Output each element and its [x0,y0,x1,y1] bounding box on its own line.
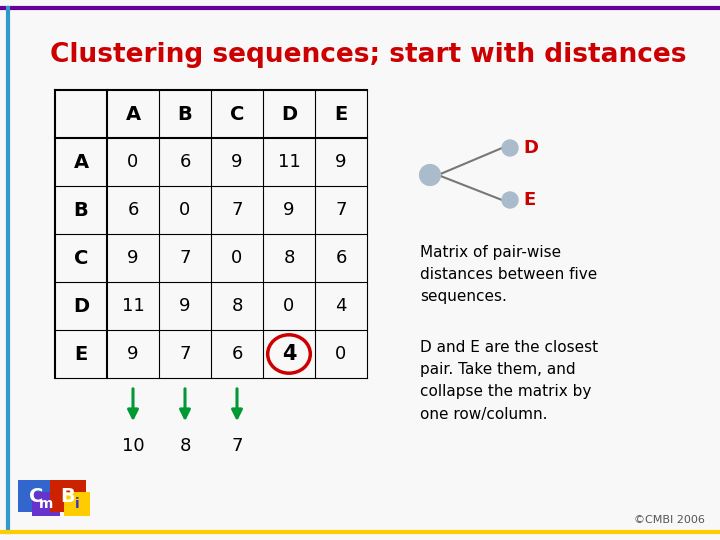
Text: D: D [73,296,89,315]
Text: 9: 9 [127,249,139,267]
Text: E: E [74,345,88,363]
Text: 11: 11 [278,153,300,171]
Text: D: D [281,105,297,124]
Text: 8: 8 [283,249,294,267]
Text: 7: 7 [231,201,243,219]
FancyBboxPatch shape [64,492,90,516]
Text: 7: 7 [336,201,347,219]
Text: 7: 7 [179,249,191,267]
Text: B: B [73,200,89,219]
Text: 10: 10 [122,437,144,455]
Text: C: C [74,248,88,267]
Text: 6: 6 [127,201,139,219]
Text: 9: 9 [336,153,347,171]
Text: D: D [523,139,538,157]
Text: 9: 9 [179,297,191,315]
Text: B: B [178,105,192,124]
Text: 9: 9 [283,201,294,219]
Text: 7: 7 [231,437,243,455]
Text: 6: 6 [231,345,243,363]
Text: 9: 9 [127,345,139,363]
Circle shape [502,192,518,208]
Text: 7: 7 [179,345,191,363]
Text: E: E [334,105,348,124]
Text: 0: 0 [231,249,243,267]
Text: 0: 0 [284,297,294,315]
Text: i: i [75,497,79,511]
Text: E: E [523,191,535,209]
Text: ©CMBI 2006: ©CMBI 2006 [634,515,705,525]
FancyBboxPatch shape [18,480,54,512]
Text: C: C [29,487,43,505]
Text: A: A [125,105,140,124]
Text: Matrix of pair-wise
distances between five
sequences.: Matrix of pair-wise distances between fi… [420,245,598,305]
Text: 0: 0 [127,153,139,171]
Text: 6: 6 [336,249,347,267]
Text: 6: 6 [179,153,191,171]
Text: B: B [60,487,76,505]
Circle shape [420,165,441,185]
Text: 8: 8 [179,437,191,455]
Text: m: m [39,497,53,511]
Text: 0: 0 [336,345,346,363]
Text: C: C [230,105,244,124]
Text: 11: 11 [122,297,145,315]
Text: D and E are the closest
pair. Take them, and
collapse the matrix by
one row/colu: D and E are the closest pair. Take them,… [420,340,598,422]
FancyBboxPatch shape [32,492,60,516]
Text: Clustering sequences; start with distances: Clustering sequences; start with distanc… [50,42,686,68]
FancyBboxPatch shape [50,480,86,512]
Text: 8: 8 [231,297,243,315]
Text: 4: 4 [336,297,347,315]
Text: 0: 0 [179,201,191,219]
Text: 9: 9 [231,153,243,171]
Text: A: A [73,152,89,172]
Text: 4: 4 [282,344,296,364]
Circle shape [502,140,518,156]
